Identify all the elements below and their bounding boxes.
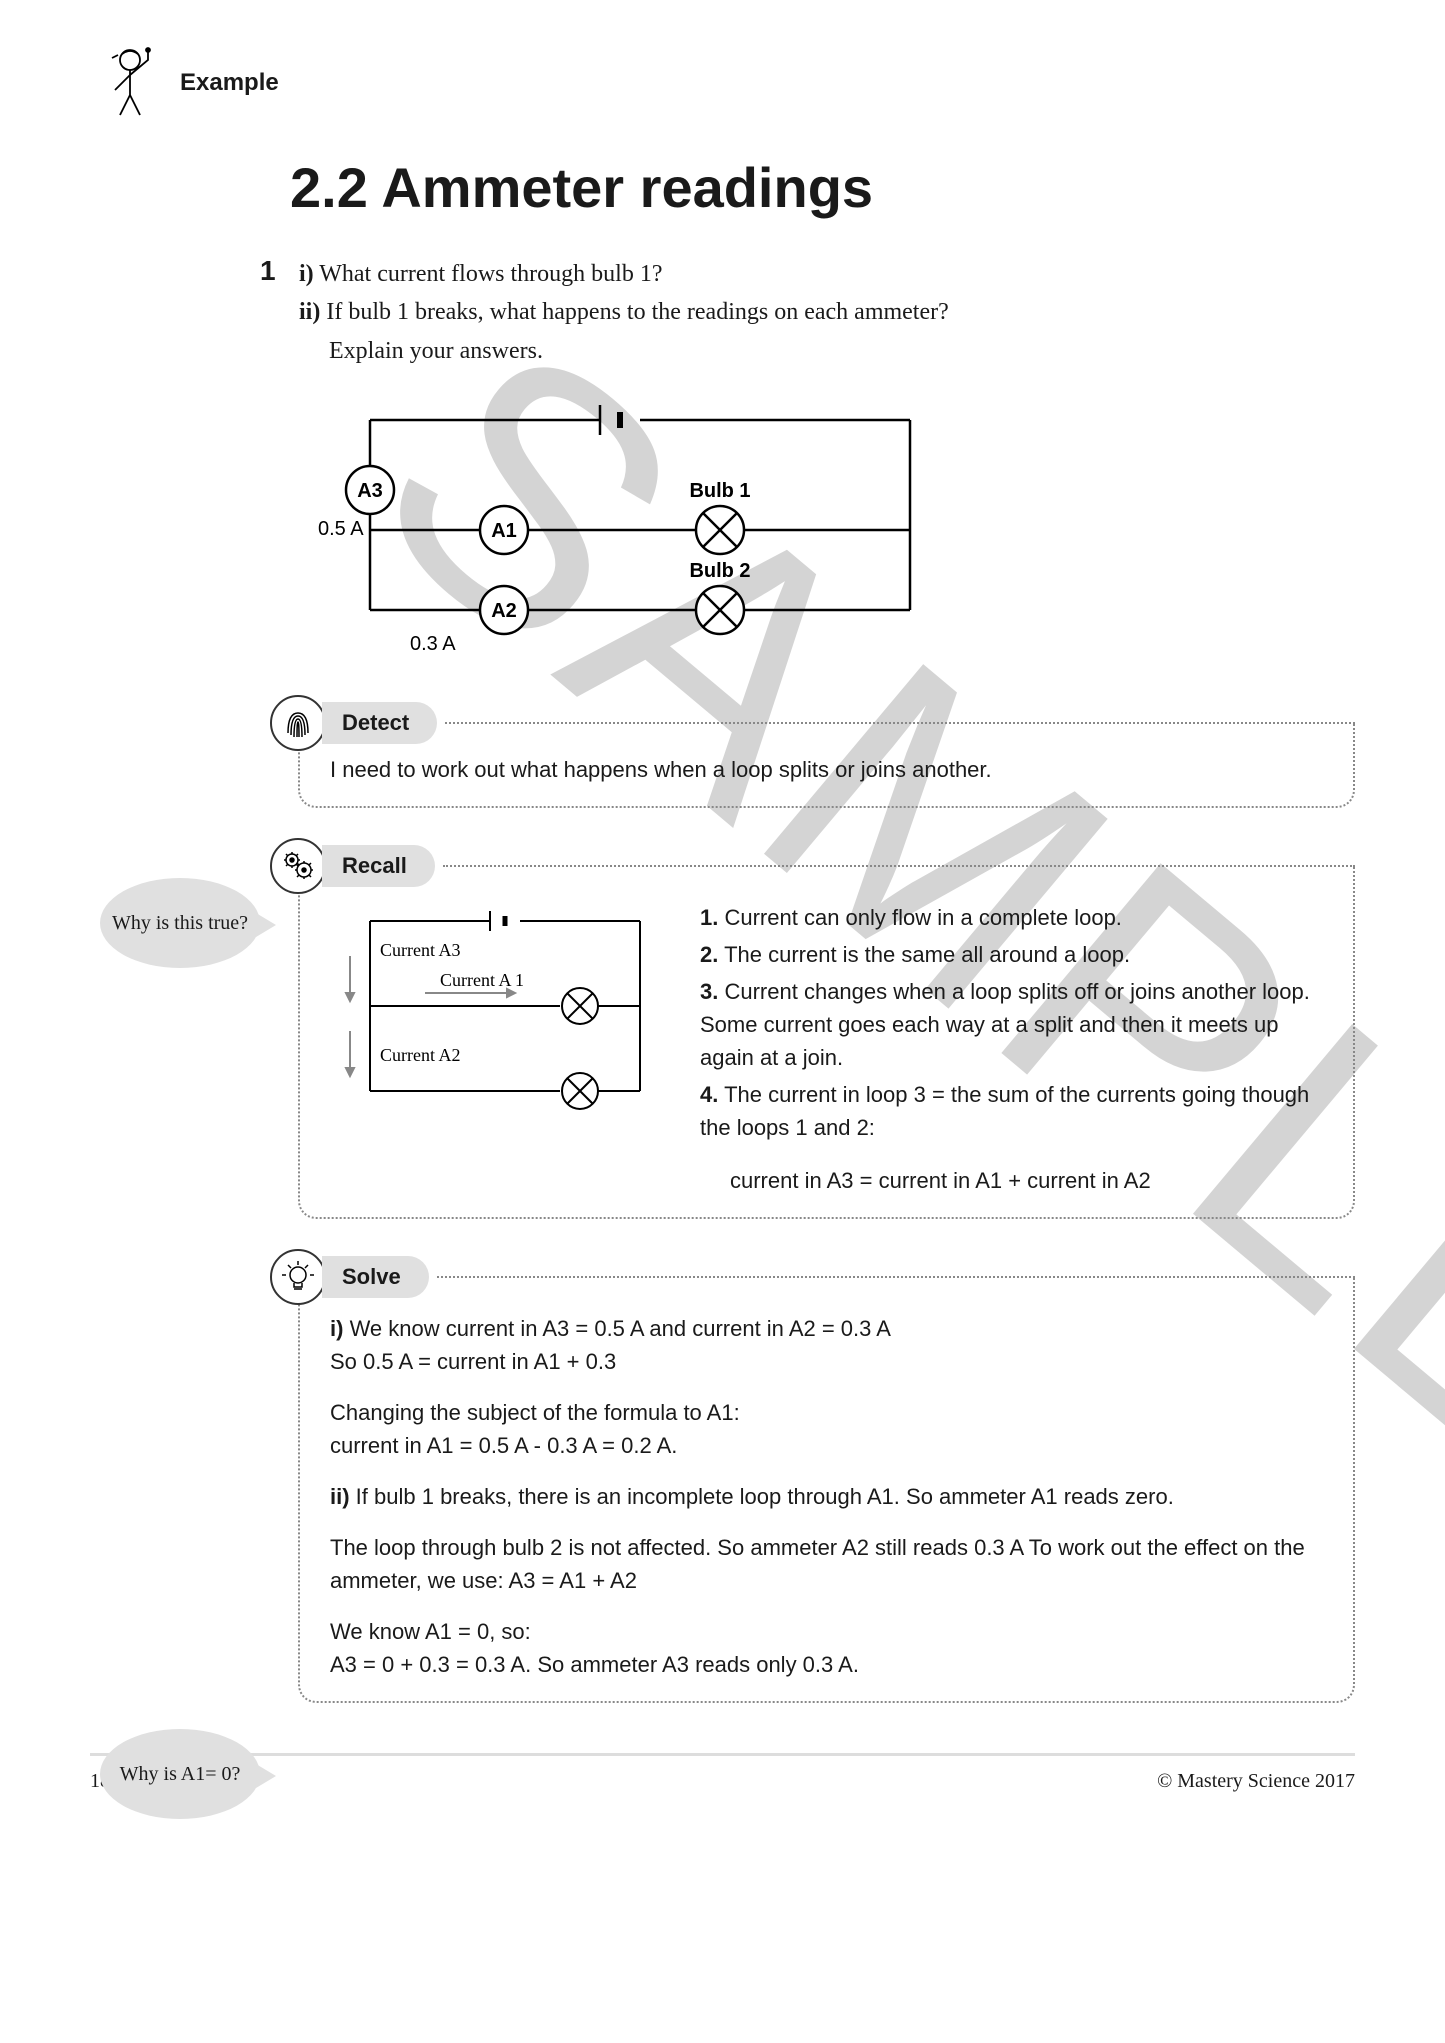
fingerprint-icon	[270, 695, 326, 751]
recall-section: Why is this true? Recall	[270, 838, 1355, 1219]
part-i-text: What current flows through bulb 1?	[314, 261, 663, 287]
teacher-icon	[90, 40, 170, 125]
part-ii-text: If bulb 1 breaks, what happens to the re…	[320, 299, 948, 325]
svg-text:0.5 A: 0.5 A	[318, 518, 364, 540]
recall-callout: Why is this true?	[100, 878, 260, 968]
solve-callout: Why is A1= 0?	[100, 1729, 260, 1819]
solve-heading: Solve	[322, 1256, 429, 1298]
svg-text:0.3 A: 0.3 A	[410, 633, 456, 655]
explain-text: Explain your answers.	[329, 332, 543, 370]
example-header: Example	[90, 40, 1355, 125]
detect-section: Detect I need to work out what happens w…	[270, 695, 1355, 808]
svg-text:A2: A2	[491, 600, 517, 622]
detect-text: I need to work out what happens when a l…	[330, 757, 992, 782]
page-footer: 18 © Mastery Science 2017	[90, 1753, 1355, 1793]
solve-p1: i) We know current in A3 = 0.5 A and cur…	[330, 1312, 1323, 1378]
svg-text:Bulb 2: Bulb 2	[689, 560, 750, 582]
part-ii-label: ii)	[299, 299, 320, 325]
question-number: 1	[260, 255, 295, 287]
recall-heading: Recall	[322, 845, 435, 887]
recall-equation: current in A3 = current in A1 + current …	[730, 1164, 1323, 1197]
copyright: © Mastery Science 2017	[1157, 1770, 1355, 1793]
solve-p4: The loop through bulb 2 is not affected.…	[330, 1531, 1323, 1597]
gears-icon	[270, 838, 326, 894]
example-label: Example	[180, 69, 279, 97]
page-title: 2.2 Ammeter readings	[290, 155, 1355, 220]
solve-p2: Changing the subject of the formula to A…	[330, 1396, 1323, 1462]
part-i-label: i)	[299, 261, 314, 287]
solve-p5: We know A1 = 0, so: A3 = 0 + 0.3 = 0.3 A…	[330, 1615, 1323, 1681]
svg-text:Current A2: Current A2	[380, 1045, 461, 1065]
recall-list: 1. Current can only flow in a complete l…	[700, 901, 1323, 1197]
lightbulb-icon	[270, 1249, 326, 1305]
svg-text:Bulb 1: Bulb 1	[689, 480, 750, 502]
svg-text:Current A3: Current A3	[380, 940, 461, 960]
question-block: 1 i) What current flows through bulb 1? …	[260, 255, 1355, 370]
recall-mini-circuit: Current A3 Current A 1 Current A2	[330, 901, 670, 1120]
detect-heading: Detect	[322, 702, 437, 744]
svg-text:A3: A3	[357, 480, 383, 502]
svg-text:Current A 1: Current A 1	[440, 970, 524, 990]
circuit-diagram: A3 A1 A2 Bulb 1 Bulb 2 0.5 A 0.3 A	[310, 400, 1355, 665]
solve-p3: ii) If bulb 1 breaks, there is an incomp…	[330, 1480, 1323, 1513]
svg-text:A1: A1	[491, 520, 517, 542]
solve-section: Why is A1= 0? Solve i) We know current i…	[270, 1249, 1355, 1703]
